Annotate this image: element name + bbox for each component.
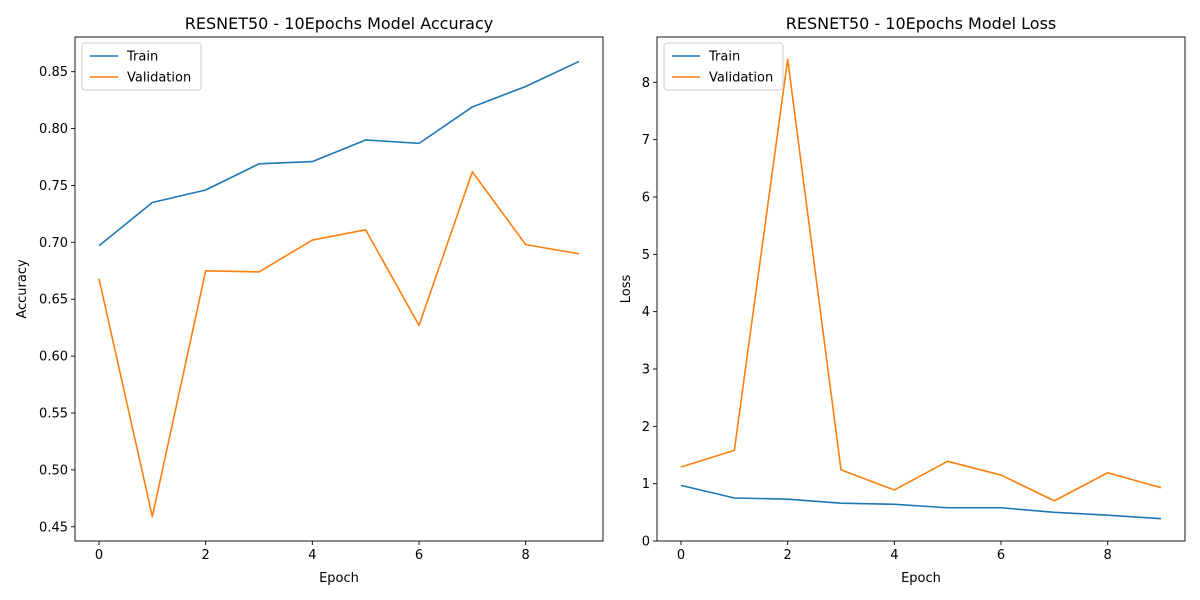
- accuracy-plot-frame: [74, 36, 604, 542]
- accuracy-y-tick-label: 0.75: [39, 179, 68, 194]
- loss-legend-label-train: Train: [708, 50, 740, 65]
- accuracy-chart-title: RESNET50 - 10Epochs Model Accuracy: [185, 14, 493, 33]
- loss-chart-title: RESNET50 - 10Epochs Model Loss: [786, 14, 1057, 33]
- accuracy-x-tick-label: 2: [202, 548, 210, 563]
- loss-series-validation-line: [680, 58, 1162, 502]
- loss-x-tick-label: 2: [784, 548, 792, 563]
- loss-x-tick-label: 8: [1104, 548, 1112, 563]
- accuracy-legend-label-validation: Validation: [127, 71, 191, 86]
- accuracy-series-train-line: [98, 60, 580, 247]
- loss-y-tick-label: 1: [642, 477, 650, 492]
- loss-y-tick-label: 7: [642, 133, 650, 148]
- loss-y-axis-label: Loss: [619, 275, 634, 304]
- accuracy-y-tick-label: 0.45: [39, 520, 68, 535]
- loss-y-tick-label: 6: [642, 190, 650, 205]
- loss-x-axis-label: Epoch: [901, 571, 941, 586]
- accuracy-legend: Train Validation: [81, 42, 202, 91]
- loss-y-tick-label: 8: [642, 76, 650, 91]
- loss-series-train-line: [680, 484, 1162, 520]
- loss-chart: 0 2 4 6 8 0 1 2 3 4 5 6 7 8 RESNET50 - 10Epochs Model …: [619, 14, 1186, 586]
- accuracy-x-tick-label: 4: [308, 548, 316, 563]
- loss-x-tick-label: 6: [997, 548, 1005, 563]
- accuracy-x-tick-label: 6: [415, 548, 423, 563]
- loss-y-tick-label: 4: [642, 305, 650, 320]
- accuracy-y-tick-label: 0.80: [39, 122, 68, 137]
- accuracy-legend-label-train: Train: [126, 50, 158, 65]
- accuracy-y-tick-label: 0.70: [39, 236, 68, 251]
- loss-legend-label-validation: Validation: [709, 71, 773, 86]
- accuracy-x-tick-label: 8: [522, 548, 530, 563]
- loss-y-tick-label: 2: [642, 420, 650, 435]
- loss-x-tick-label: 0: [677, 548, 685, 563]
- loss-x-tick-label: 4: [890, 548, 898, 563]
- loss-y-tick-label: 3: [642, 362, 650, 377]
- loss-legend-box: [663, 42, 784, 91]
- accuracy-legend-box: [81, 42, 202, 91]
- loss-legend: Train Validation: [663, 42, 784, 91]
- accuracy-chart: 0 2 4 6 8 0.45 0.50 0.55 0.60 0.65 0.70 0.75 0.80 0.8…: [15, 14, 604, 586]
- accuracy-series-validation-line: [98, 171, 580, 518]
- loss-plot-frame: [656, 36, 1186, 542]
- accuracy-x-tick-label: 0: [95, 548, 103, 563]
- accuracy-y-tick-label: 0.50: [39, 463, 68, 478]
- accuracy-y-tick-label: 0.85: [39, 65, 68, 80]
- loss-y-tick-label: 5: [642, 248, 650, 263]
- loss-y-tick-label: 0: [642, 535, 650, 550]
- accuracy-y-tick-label: 0.55: [39, 407, 68, 422]
- accuracy-y-tick-label: 0.65: [39, 293, 68, 308]
- accuracy-y-tick-label: 0.60: [39, 350, 68, 365]
- accuracy-y-axis-label: Accuracy: [15, 259, 30, 319]
- accuracy-x-axis-label: Epoch: [319, 571, 359, 586]
